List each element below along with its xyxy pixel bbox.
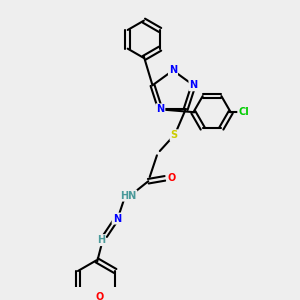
Text: N: N <box>112 214 121 224</box>
Text: Cl: Cl <box>238 107 249 117</box>
Text: N: N <box>169 65 177 75</box>
Text: H: H <box>97 235 105 245</box>
Text: S: S <box>171 130 178 140</box>
Text: O: O <box>167 173 176 183</box>
Text: N: N <box>189 80 197 90</box>
Text: O: O <box>95 292 104 300</box>
Text: N: N <box>156 104 164 114</box>
Text: HN: HN <box>120 190 136 201</box>
